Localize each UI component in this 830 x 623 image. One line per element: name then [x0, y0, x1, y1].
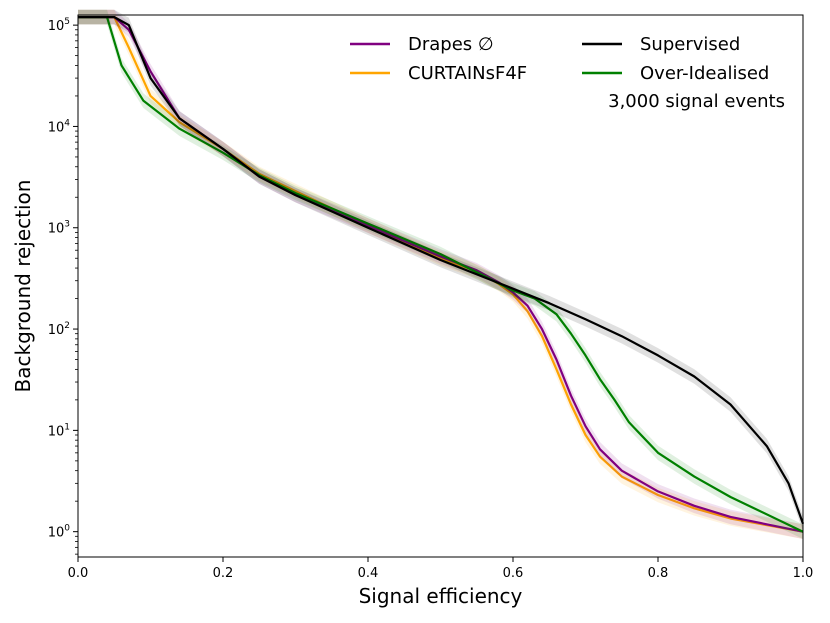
line-supervised	[78, 16, 805, 525]
series-layer	[78, 9, 805, 540]
x-tick-label: 0.8	[648, 566, 669, 581]
legend-label: Supervised	[640, 34, 740, 55]
y-tick-label: 105	[48, 17, 70, 34]
y-tick-exponent: 4	[64, 118, 70, 128]
y-tick-label: 102	[48, 321, 70, 338]
annotation-signal-events: 3,000 signal events	[608, 91, 785, 112]
y-tick-exponent: 0	[64, 524, 70, 534]
legend: Drapes ∅ CURTAINsF4F Supervised Over-Ideali…	[350, 34, 785, 112]
y-tick-base: 10	[48, 19, 65, 34]
legend-label: Over-Idealised	[640, 63, 769, 84]
y-tick-base: 10	[48, 323, 65, 338]
legend-label: Drapes ∅	[408, 34, 494, 55]
legend-label: CURTAINsF4F	[408, 63, 527, 84]
x-axis-title: Signal efficiency	[359, 584, 523, 608]
x-tick-label: 1.0	[793, 566, 814, 581]
y-tick-exponent: 5	[64, 17, 70, 27]
x-tick-label: 0.6	[503, 566, 524, 581]
y-tick-label: 100	[48, 524, 71, 541]
y-tick-base: 10	[48, 526, 65, 541]
y-tick-exponent: 1	[64, 422, 70, 432]
x-tick-label: 0.2	[213, 566, 234, 581]
band-over-idealised	[78, 9, 803, 540]
x-tick-label: 0.0	[68, 566, 89, 581]
line-curtainsf4f	[78, 16, 804, 533]
plot-frame	[77, 14, 804, 558]
y-tick-exponent: 3	[64, 220, 70, 230]
line-over-idealised	[78, 16, 804, 533]
y-tick-exponent: 2	[64, 321, 70, 331]
y-tick-label: 103	[48, 220, 70, 237]
y-tick-base: 10	[48, 120, 65, 135]
y-tick-base: 10	[48, 222, 65, 237]
y-tick-label: 101	[48, 422, 70, 439]
y-tick-base: 10	[48, 424, 65, 439]
y-tick-label: 104	[48, 118, 71, 135]
y-axis-title: Background rejection	[11, 180, 35, 393]
x-tick-label: 0.4	[358, 566, 379, 581]
